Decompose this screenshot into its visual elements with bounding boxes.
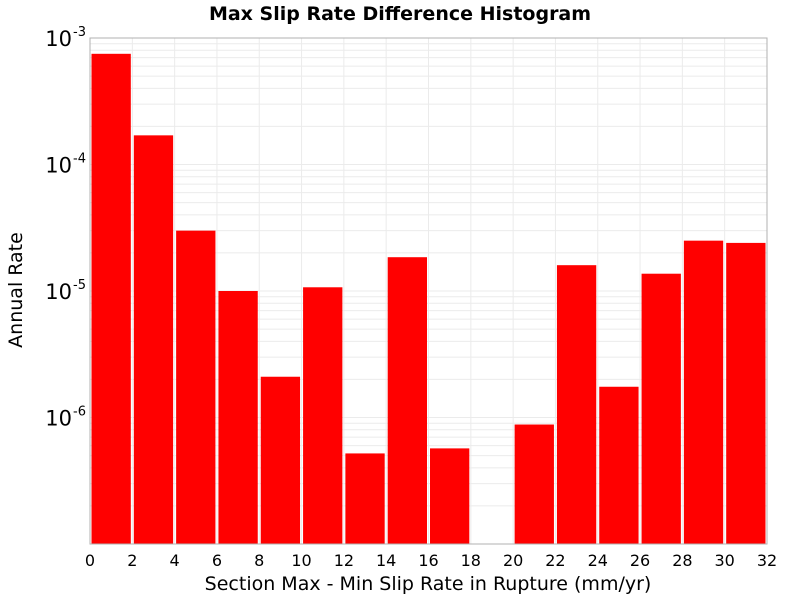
histogram-bar xyxy=(133,135,174,544)
histogram-bar xyxy=(91,53,131,544)
x-axis-ticks: 0 2 4 6 8 10 12 14 16 18 20 22 24 26 28 30 32 xyxy=(85,551,777,570)
x-tick-label: 26 xyxy=(630,551,650,570)
histogram-bar xyxy=(430,448,470,544)
x-tick-label: 18 xyxy=(461,551,481,570)
y-tick-exponent: -4 xyxy=(73,152,86,167)
histogram-bar xyxy=(260,376,301,544)
x-tick-label: 10 xyxy=(291,551,311,570)
y-axis-ticks: 10-610-510-410-310-2 xyxy=(45,25,86,431)
histogram-bar xyxy=(345,453,385,544)
y-tick-exponent: -5 xyxy=(73,278,86,293)
y-tick-exponent: -3 xyxy=(73,25,86,40)
plot-border xyxy=(89,37,768,545)
y-tick-label: 10 -5 xyxy=(45,278,86,304)
x-tick-label: 20 xyxy=(503,551,523,570)
histogram-bar xyxy=(218,291,258,544)
histogram-bar xyxy=(514,424,554,544)
x-tick-label: 12 xyxy=(334,551,354,570)
x-tick-label: 24 xyxy=(588,551,608,570)
x-tick-label: 2 xyxy=(127,551,137,570)
x-tick-label: 30 xyxy=(715,551,735,570)
x-tick-label: 0 xyxy=(85,551,95,570)
y-tick-exponent: -6 xyxy=(73,405,86,420)
histogram-bar xyxy=(683,240,724,544)
x-tick-label: 14 xyxy=(376,551,396,570)
histogram-bar xyxy=(556,265,597,544)
y-tick-base: 10 xyxy=(45,27,72,51)
x-tick-label: 8 xyxy=(254,551,264,570)
x-axis-label: Section Max - Min Slip Rate in Rupture (… xyxy=(205,573,652,595)
y-tick-label: 10 -3 xyxy=(45,25,86,51)
y-tick-base: 10 xyxy=(45,154,72,178)
plot-area xyxy=(89,37,768,545)
histogram-bar xyxy=(387,257,427,544)
bars xyxy=(91,53,766,545)
histogram-bar xyxy=(726,242,766,545)
histogram-bar xyxy=(303,287,343,544)
x-tick-label: 16 xyxy=(418,551,438,570)
y-axis-label: Annual Rate xyxy=(5,232,27,348)
histogram-bar xyxy=(641,273,681,544)
y-tick-base: 10 xyxy=(45,407,72,431)
histogram-bar xyxy=(599,386,639,544)
x-tick-label: 32 xyxy=(757,551,777,570)
x-tick-label: 4 xyxy=(170,551,180,570)
x-tick-label: 28 xyxy=(672,551,692,570)
y-tick-label: 10 -4 xyxy=(45,152,86,178)
x-tick-label: 22 xyxy=(545,551,565,570)
x-tick-label: 6 xyxy=(212,551,222,570)
histogram-bar xyxy=(176,230,216,544)
y-tick-base: 10 xyxy=(45,280,72,304)
y-tick-label: 10 -6 xyxy=(45,405,86,431)
chart-title: Max Slip Rate Difference Histogram xyxy=(209,3,591,25)
